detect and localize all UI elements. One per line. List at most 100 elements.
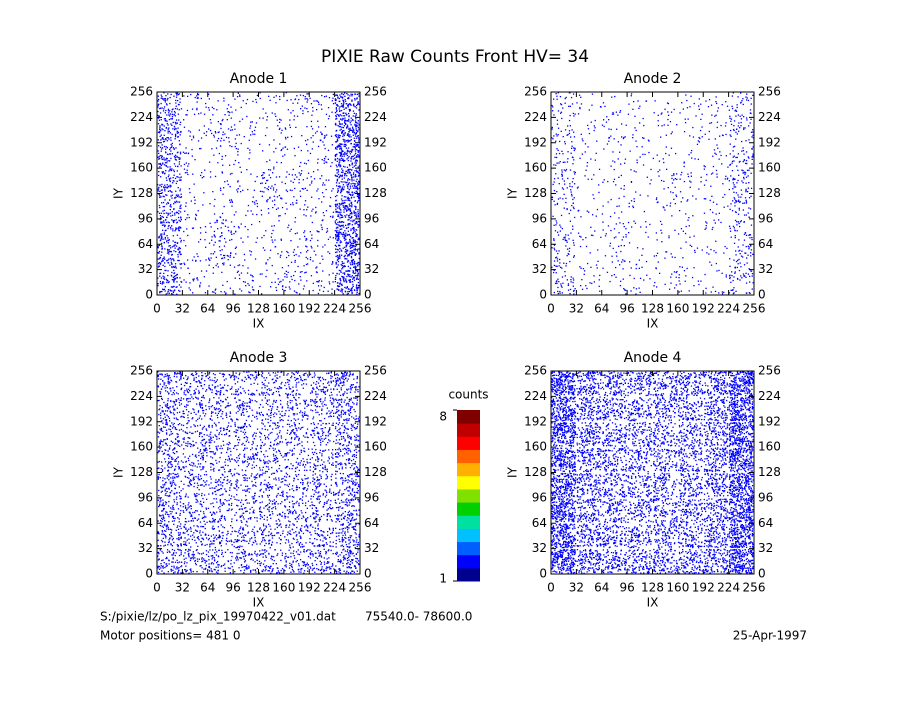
dot — [159, 292, 161, 294]
dot — [262, 117, 264, 119]
dot — [345, 258, 347, 260]
dot — [339, 225, 342, 228]
dot — [674, 178, 676, 180]
dot — [620, 250, 622, 253]
dot — [167, 250, 169, 252]
dot — [336, 169, 338, 171]
dot — [573, 159, 575, 161]
dot — [343, 233, 345, 235]
dot — [287, 271, 289, 273]
dot — [281, 572, 283, 574]
dot — [736, 224, 738, 226]
dot — [285, 202, 287, 204]
dot — [279, 95, 281, 98]
dot — [209, 171, 212, 173]
dot — [244, 550, 246, 552]
dot — [579, 157, 581, 159]
dot — [323, 286, 325, 289]
dot — [674, 186, 676, 188]
dot — [166, 184, 168, 186]
dot — [623, 136, 625, 139]
dot — [705, 227, 707, 229]
dot — [348, 566, 351, 568]
dot — [205, 270, 208, 272]
dot — [202, 560, 204, 562]
dot — [741, 169, 743, 171]
dot — [296, 232, 298, 234]
dot — [582, 140, 584, 142]
dot — [295, 253, 297, 256]
dot — [282, 279, 284, 281]
dot — [174, 127, 176, 129]
dot — [306, 238, 308, 240]
dot — [193, 536, 195, 538]
dot — [307, 249, 309, 252]
dot — [178, 109, 180, 111]
dot — [228, 111, 230, 113]
dot — [321, 219, 323, 222]
dot — [607, 225, 610, 227]
dot — [266, 127, 268, 129]
dot — [201, 557, 203, 559]
dot — [272, 172, 274, 174]
dot — [314, 560, 316, 562]
dot — [294, 233, 297, 235]
dot — [358, 257, 360, 260]
dot — [353, 228, 355, 230]
dot — [635, 263, 638, 266]
dot — [649, 278, 651, 280]
dot — [237, 264, 239, 267]
dot — [335, 94, 337, 96]
dot — [345, 170, 347, 172]
dot — [335, 108, 337, 110]
dot — [175, 200, 178, 202]
dot — [667, 102, 670, 105]
dot — [705, 292, 707, 294]
dot — [339, 217, 341, 219]
dot — [179, 227, 182, 229]
dot — [228, 137, 230, 139]
dot — [302, 112, 304, 115]
dot — [337, 237, 339, 239]
dot — [349, 129, 351, 132]
dot — [158, 553, 160, 555]
dot — [350, 217, 352, 219]
dot — [342, 277, 344, 279]
dot — [317, 549, 319, 552]
dot — [345, 572, 347, 574]
dot — [654, 281, 656, 284]
dot — [338, 230, 340, 232]
dot — [586, 165, 588, 167]
dot — [343, 548, 345, 550]
dot — [351, 262, 353, 264]
dot — [573, 244, 575, 246]
dot — [670, 282, 672, 284]
dot — [339, 568, 341, 570]
dot — [562, 107, 564, 109]
dot — [168, 112, 170, 114]
dot — [716, 176, 718, 178]
dot — [266, 550, 268, 552]
dot — [691, 157, 693, 159]
dot — [170, 185, 172, 187]
dot — [342, 159, 344, 161]
dot — [201, 560, 203, 563]
dot — [751, 156, 753, 158]
dot — [555, 265, 557, 267]
dot — [356, 561, 358, 564]
dot — [287, 556, 289, 558]
dot — [752, 282, 754, 284]
dot — [344, 234, 346, 236]
dot — [571, 141, 573, 143]
dot — [334, 99, 337, 102]
dot — [357, 560, 360, 562]
dot — [343, 201, 346, 204]
dot — [339, 158, 341, 160]
dot — [574, 173, 576, 175]
dot — [264, 570, 266, 572]
dot — [211, 542, 213, 544]
dot — [635, 191, 637, 193]
dot — [357, 120, 359, 122]
dot — [350, 124, 352, 126]
dot — [641, 266, 643, 268]
